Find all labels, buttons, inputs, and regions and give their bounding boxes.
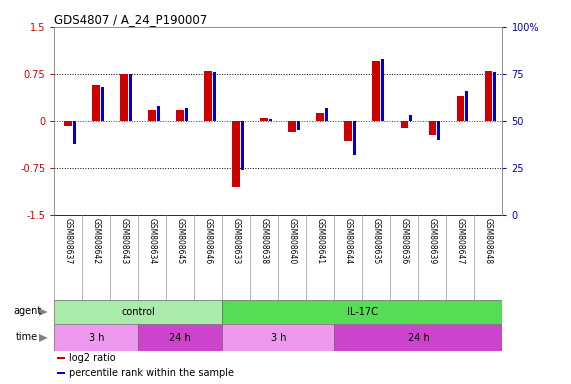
Bar (288, 121, 296, 132)
Bar (57, 372, 65, 374)
Bar (222, 324, 335, 351)
Bar (335, 324, 502, 351)
Bar (222, 300, 502, 324)
Bar (129, 74, 132, 121)
Bar (428, 121, 436, 135)
Text: GSM808637: GSM808637 (64, 218, 73, 264)
Text: GSM808633: GSM808633 (232, 218, 241, 264)
Bar (57, 357, 65, 359)
Text: 3 h: 3 h (89, 333, 104, 343)
Text: GSM808640: GSM808640 (288, 218, 297, 264)
Text: percentile rank within the sample: percentile rank within the sample (69, 367, 234, 378)
Text: GSM808648: GSM808648 (484, 218, 493, 264)
Bar (325, 108, 328, 121)
Text: GSM808647: GSM808647 (456, 218, 465, 264)
Text: GDS4807 / A_24_P190007: GDS4807 / A_24_P190007 (54, 13, 207, 26)
Text: log2 ratio: log2 ratio (69, 353, 116, 363)
Bar (316, 113, 324, 121)
Bar (185, 108, 188, 121)
Bar (409, 115, 412, 121)
Text: GSM808641: GSM808641 (316, 218, 325, 264)
Text: agent: agent (13, 306, 41, 316)
Bar (54, 300, 222, 324)
Text: GSM808646: GSM808646 (204, 218, 213, 264)
Bar (204, 71, 212, 121)
Bar (269, 119, 272, 121)
Text: GSM808639: GSM808639 (428, 218, 437, 264)
Text: 24 h: 24 h (170, 333, 191, 343)
Text: 3 h: 3 h (271, 333, 286, 343)
Text: GSM808638: GSM808638 (260, 218, 269, 264)
Bar (93, 84, 100, 121)
Text: GSM808644: GSM808644 (344, 218, 353, 264)
Bar (157, 106, 160, 121)
Text: GSM808636: GSM808636 (400, 218, 409, 264)
Text: GSM808642: GSM808642 (92, 218, 100, 264)
Bar (344, 121, 352, 141)
Bar (65, 121, 72, 126)
Bar (120, 74, 128, 121)
Bar (54, 324, 138, 351)
Text: time: time (16, 331, 38, 342)
Bar (138, 324, 222, 351)
Bar (241, 121, 244, 170)
Bar (465, 91, 468, 121)
Text: 24 h: 24 h (408, 333, 429, 343)
Bar (372, 61, 380, 121)
Text: IL-17C: IL-17C (347, 307, 378, 317)
Bar (73, 121, 76, 144)
Text: GSM808634: GSM808634 (148, 218, 157, 264)
Bar (260, 118, 268, 121)
Bar (400, 121, 408, 129)
Text: control: control (122, 307, 155, 317)
Bar (485, 71, 492, 121)
Bar (493, 72, 496, 121)
Polygon shape (39, 308, 48, 316)
Bar (381, 59, 384, 121)
Bar (457, 96, 464, 121)
Bar (437, 121, 440, 140)
Text: GSM808643: GSM808643 (120, 218, 129, 264)
Bar (353, 121, 356, 155)
Polygon shape (39, 334, 48, 342)
Text: GSM808645: GSM808645 (176, 218, 185, 264)
Bar (232, 121, 240, 187)
Text: GSM808635: GSM808635 (372, 218, 381, 264)
Bar (297, 121, 300, 131)
Bar (213, 72, 216, 121)
Bar (101, 87, 104, 121)
Bar (176, 110, 184, 121)
Bar (148, 110, 156, 121)
